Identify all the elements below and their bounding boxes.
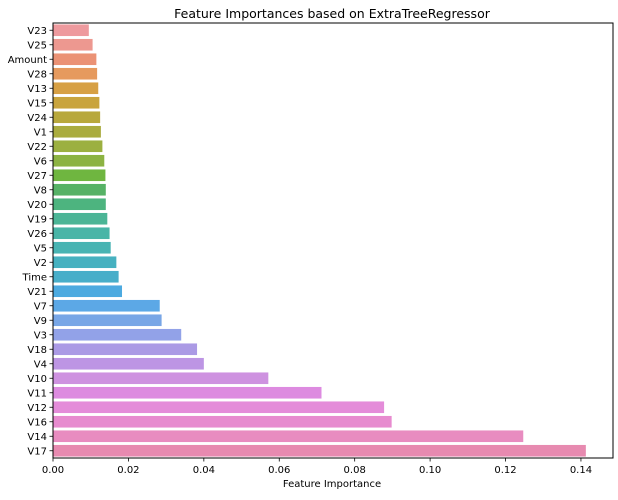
y-tick-label-v20: V20 <box>27 200 47 211</box>
bar-v24 <box>53 111 101 124</box>
bar-v16 <box>53 415 392 428</box>
bar-v9 <box>53 314 162 327</box>
y-tick-label-v21: V21 <box>27 287 47 298</box>
bar-amount <box>53 53 97 66</box>
x-tick-label: 0.00 <box>42 465 64 476</box>
bar-v4 <box>53 357 204 370</box>
y-tick-label-v8: V8 <box>34 185 47 196</box>
chart-title: Feature Importances based on ExtraTreeRe… <box>174 6 491 21</box>
y-tick-label-v5: V5 <box>34 243 47 254</box>
bar-v21 <box>53 285 123 298</box>
x-tick-label: 0.12 <box>494 465 516 476</box>
bar-v15 <box>53 96 100 109</box>
bar-v27 <box>53 169 106 182</box>
bar-v20 <box>53 198 106 211</box>
x-tick-label: 0.06 <box>268 465 290 476</box>
x-tick-label: 0.02 <box>117 465 139 476</box>
bar-v19 <box>53 212 108 225</box>
y-tick-label-v17: V17 <box>27 446 47 457</box>
bar-v17 <box>53 444 586 457</box>
y-tick-label-v27: V27 <box>27 171 47 182</box>
x-tick-label: 0.14 <box>570 465 592 476</box>
bar-v5 <box>53 241 111 254</box>
y-tick-label-v15: V15 <box>27 98 47 109</box>
bar-v8 <box>53 183 106 196</box>
y-tick-label-time: Time <box>22 272 47 283</box>
y-tick-label-v1: V1 <box>34 127 47 138</box>
bar-v26 <box>53 227 110 240</box>
y-tick-label-v26: V26 <box>27 229 47 240</box>
bar-v22 <box>53 140 103 153</box>
bars-group <box>53 24 586 457</box>
y-tick-label-v18: V18 <box>27 345 47 356</box>
y-tick-label-v19: V19 <box>27 214 47 225</box>
bar-v13 <box>53 82 99 95</box>
y-tick-label-v2: V2 <box>34 258 47 269</box>
bar-v28 <box>53 67 98 80</box>
bar-v1 <box>53 125 101 138</box>
y-tick-labels: V23 V25 Amount V28 V13 V15 V24 V1 V22 V6 V27 V8 V20 V… <box>8 26 53 457</box>
y-tick-label-v24: V24 <box>27 113 47 124</box>
x-tick-label: 0.08 <box>344 465 366 476</box>
y-tick-label-amount: Amount <box>8 55 47 66</box>
y-tick-label-v13: V13 <box>27 84 47 95</box>
bar-v12 <box>53 401 385 414</box>
x-axis-label: Feature Importance <box>283 479 381 490</box>
bar-v6 <box>53 154 105 167</box>
bar-v3 <box>53 328 182 341</box>
bar-v23 <box>53 24 89 37</box>
y-tick-label-v10: V10 <box>27 374 47 385</box>
y-tick-label-v16: V16 <box>27 417 47 428</box>
plot-frame <box>52 22 614 459</box>
bar-v7 <box>53 299 160 312</box>
x-tick-label: 0.04 <box>193 465 215 476</box>
y-tick-label-v9: V9 <box>34 316 47 327</box>
y-tick-label-v4: V4 <box>34 359 47 370</box>
bar-v2 <box>53 256 117 269</box>
bar-v25 <box>53 38 93 51</box>
bar-v10 <box>53 372 269 385</box>
bar-v14 <box>53 430 524 443</box>
x-tick-label: 0.10 <box>419 465 441 476</box>
y-tick-label-v12: V12 <box>27 403 47 414</box>
y-tick-label-v25: V25 <box>27 40 47 51</box>
y-tick-label-v14: V14 <box>27 432 47 443</box>
y-tick-label-v7: V7 <box>34 301 47 312</box>
y-tick-label-v6: V6 <box>34 156 47 167</box>
bar-time <box>53 270 119 283</box>
bar-v18 <box>53 343 198 356</box>
bar-v11 <box>53 386 322 399</box>
y-tick-label-v22: V22 <box>27 142 47 153</box>
y-tick-label-v28: V28 <box>27 69 47 80</box>
y-tick-label-v23: V23 <box>27 26 47 37</box>
y-tick-label-v11: V11 <box>27 388 47 399</box>
x-ticks: 0.00 0.02 0.04 0.06 0.08 0.10 0.12 0.14 <box>42 458 592 476</box>
y-tick-label-v3: V3 <box>34 330 47 341</box>
